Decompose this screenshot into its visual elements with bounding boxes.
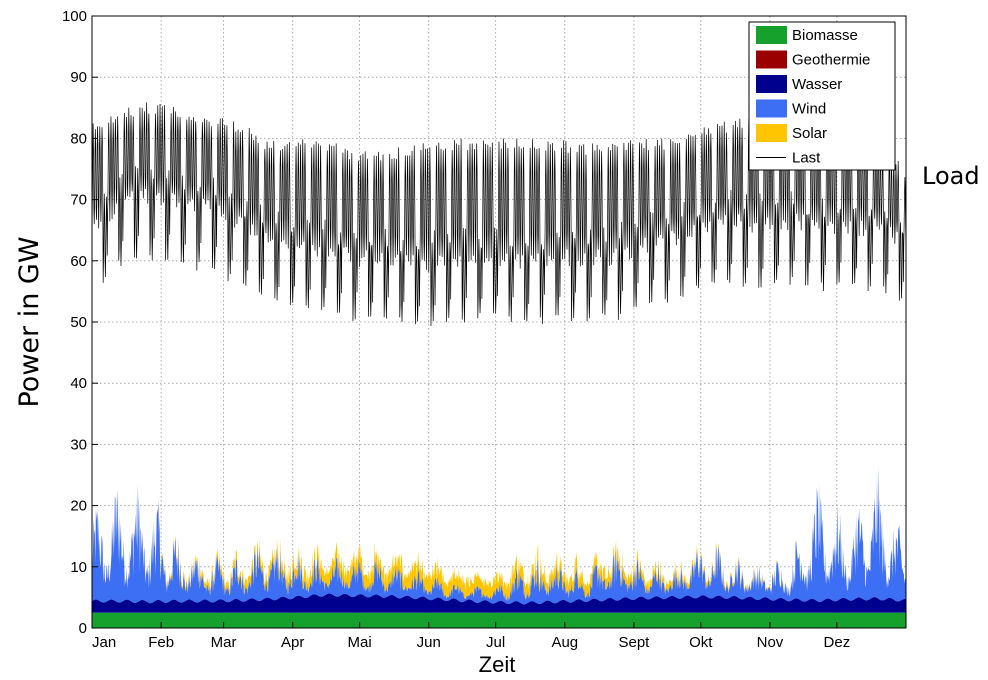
y-tick-label: 20 [70, 498, 87, 515]
y-tick-label: 30 [70, 436, 87, 453]
legend-swatch [756, 26, 787, 44]
load-side-label: Load [922, 162, 980, 190]
y-tick-label: 0 [79, 620, 87, 637]
y-axis-title: Power in GW [14, 236, 45, 407]
x-tick-label: Mai [348, 634, 372, 651]
y-tick-label: 90 [70, 69, 87, 86]
series-line-last [91, 102, 907, 327]
y-tick-label: 40 [70, 375, 87, 392]
load-line [91, 102, 907, 327]
legend-label: Geothermie [792, 52, 870, 69]
x-tick-label: Jul [486, 634, 505, 651]
y-tick-label: 10 [70, 559, 87, 576]
x-axis-title: Zeit [479, 652, 516, 677]
x-tick-label: Jan [92, 634, 116, 651]
y-tick-label: 80 [70, 130, 87, 147]
legend-label: Wasser [792, 76, 842, 93]
legend-label: Solar [792, 125, 827, 142]
series-area-wind [92, 466, 906, 605]
x-tick-label: Okt [689, 634, 713, 651]
legend-label: Last [792, 150, 821, 167]
y-axis-ticks: 0 10 20 30 40 50 60 70 80 90 100 [62, 8, 98, 637]
legend-swatch [756, 99, 787, 118]
legend: Biomasse Geothermie Wasser Wind Solar Last [748, 21, 896, 171]
legend-swatch [756, 75, 787, 93]
legend-label: Wind [792, 101, 826, 118]
x-tick-label: Apr [281, 634, 304, 651]
x-tick-label: Feb [148, 634, 174, 651]
y-tick-label: 100 [62, 8, 87, 25]
x-axis-ticks: Jan Feb Mar Apr Mai Jun Jul Aug Sept Okt Nov Dez [91, 622, 851, 651]
x-tick-label: Dez [824, 634, 851, 651]
legend-swatch [756, 124, 787, 142]
legend-box [748, 21, 896, 171]
x-tick-label: Jun [417, 634, 441, 651]
series-area-wasser [92, 593, 906, 613]
y-tick-label: 70 [70, 192, 87, 209]
x-tick-label: Mar [211, 634, 237, 651]
y-tick-label: 50 [70, 314, 87, 331]
y-tick-label: 60 [70, 253, 87, 270]
legend-label: Biomasse [792, 27, 858, 44]
series-area-biomasse [92, 612, 906, 628]
x-tick-label: Nov [757, 634, 784, 651]
x-tick-label: Sept [618, 634, 650, 651]
x-tick-label: Aug [551, 634, 578, 651]
stacked-areas [92, 465, 906, 628]
legend-swatch [756, 50, 787, 69]
